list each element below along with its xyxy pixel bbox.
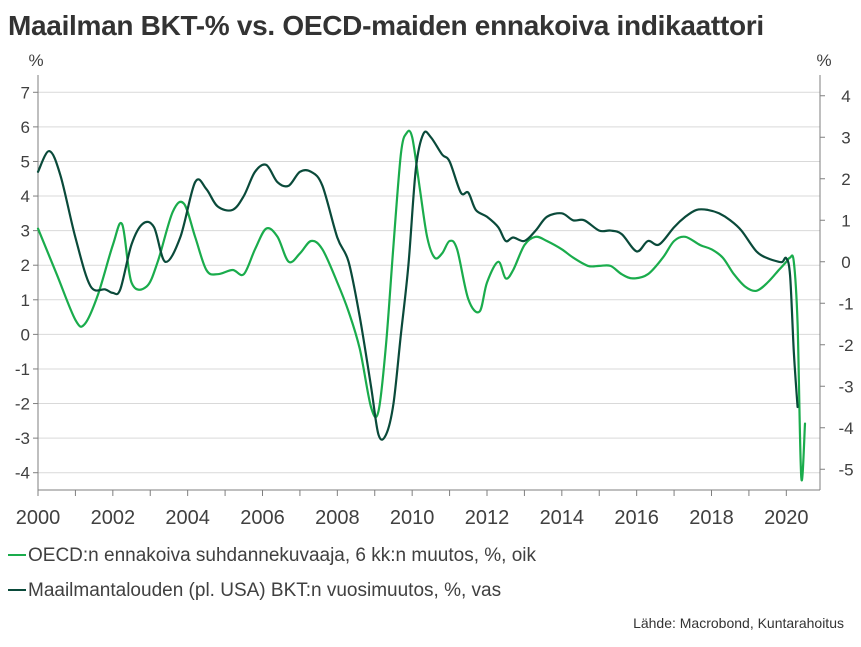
- tick-labels: 7 6 5 4 3 2 1 0 -1 -2 -3 -4 4 3 2 1 0 -1 -2 -3 -4 -5% % 2000 200…: [15, 51, 854, 529]
- left-tick-label: 1: [21, 291, 30, 310]
- legend-label-oecd: OECD:n ennakoiva suhdannekuvaaja, 6 kk:n…: [28, 545, 537, 566]
- legend-swatch-gdp: [8, 588, 26, 591]
- left-tick-label: 2: [21, 256, 30, 275]
- left-tick-label: -3: [15, 429, 30, 448]
- right-tick-label: 1: [841, 211, 850, 230]
- x-tick-label: 2004: [165, 507, 210, 529]
- left-tick-label: 3: [21, 222, 30, 241]
- source-note: Lähde: Macrobond, Kuntarahoitus: [633, 615, 844, 631]
- right-tick-label: 3: [841, 128, 850, 147]
- left-tick-label: 5: [21, 152, 30, 171]
- right-tick-label: -1: [838, 294, 853, 313]
- right-tick-label: -3: [838, 377, 853, 396]
- legend-item-gdp: Maailmantalouden (pl. USA) BKT:n vuosimu…: [8, 580, 501, 602]
- right-tick-label: -4: [838, 419, 853, 438]
- x-tick-label: 2016: [614, 507, 659, 529]
- right-tick-label: 2: [841, 170, 850, 189]
- left-axis-unit: %: [28, 51, 43, 70]
- chart-title: Maailman BKT-% vs. OECD-maiden ennakoiva…: [8, 10, 764, 41]
- right-axis-unit: %: [816, 51, 831, 70]
- legend-label-gdp: Maailmantalouden (pl. USA) BKT:n vuosimu…: [28, 580, 502, 601]
- x-tick-label: 2006: [240, 507, 285, 529]
- oecd-line: [36, 129, 807, 482]
- right-tick-label: -2: [838, 336, 853, 355]
- left-tick-label: -1: [15, 360, 30, 379]
- gdp-line: [36, 130, 799, 441]
- right-tick-label: 4: [841, 87, 850, 106]
- x-tick-label: 2002: [91, 507, 136, 529]
- left-tick-label: 7: [21, 83, 30, 102]
- x-tick-label: 2012: [465, 507, 510, 529]
- line-chart: 7 6 5 4 3 2 1 0 -1 -2 -3 -4 4 3 2 1 0 -1 -2 -3 -4 -5% % 2000 200…: [15, 51, 854, 529]
- legend-swatch-oecd: [8, 553, 26, 556]
- x-tick-label: 2010: [390, 507, 435, 529]
- x-tick-label: 2014: [540, 507, 585, 529]
- legend-item-oecd: OECD:n ennakoiva suhdannekuvaaja, 6 kk:n…: [8, 545, 536, 567]
- left-tick-label: 4: [21, 187, 30, 206]
- gridlines: [38, 91, 820, 474]
- x-tick-label: 2020: [764, 507, 809, 529]
- x-tick-label: 2018: [689, 507, 734, 529]
- left-tick-label: 0: [21, 325, 30, 344]
- x-tick-label: 2008: [315, 507, 360, 529]
- left-tick-label: -2: [15, 395, 30, 414]
- axes: [33, 75, 825, 496]
- right-tick-label: 0: [841, 253, 850, 272]
- series-lines: [36, 129, 807, 482]
- left-tick-label: 6: [21, 118, 30, 137]
- left-tick-label: -4: [15, 464, 30, 483]
- x-tick-label: 2000: [16, 507, 61, 529]
- right-tick-label: -5: [838, 460, 853, 479]
